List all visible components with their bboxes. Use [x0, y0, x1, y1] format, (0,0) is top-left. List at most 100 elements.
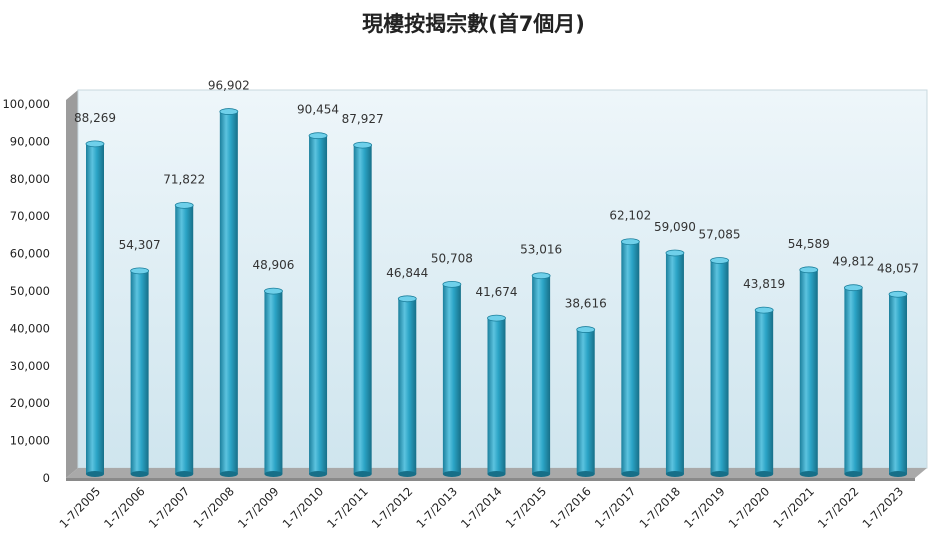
data-label: 59,090 — [654, 220, 696, 234]
bar-base — [889, 471, 907, 477]
x-tick-label: 1-7/2023 — [859, 484, 906, 531]
y-tick-label: 80,000 — [10, 172, 50, 186]
bar-base — [799, 471, 818, 477]
bar-base — [576, 471, 595, 477]
x-tick-label: 1-7/2010 — [280, 484, 327, 531]
data-label: 43,819 — [743, 277, 785, 291]
bar — [398, 298, 417, 474]
x-tick-label: 1-7/2022 — [815, 484, 862, 531]
bar — [353, 145, 372, 474]
bar-base — [264, 471, 283, 477]
bar-base — [130, 471, 149, 477]
bar — [309, 135, 328, 475]
bar-top — [264, 287, 283, 295]
data-label: 54,589 — [788, 237, 830, 251]
x-tick-label: 1-7/2009 — [235, 484, 282, 531]
x-tick-label: 1-7/2017 — [592, 484, 639, 531]
bar-base — [219, 471, 238, 477]
bar — [844, 287, 863, 474]
bar-top — [353, 141, 373, 149]
bar — [487, 318, 506, 474]
data-label: 54,307 — [119, 238, 161, 252]
x-tick-label: 1-7/2015 — [503, 484, 550, 531]
data-label: 88,269 — [74, 111, 116, 125]
data-label: 48,906 — [252, 258, 294, 272]
y-tick-label: 90,000 — [10, 134, 50, 148]
bar — [86, 143, 104, 474]
bar-top — [308, 132, 328, 140]
data-label: 50,708 — [431, 251, 473, 265]
x-tick-label: 1-7/2016 — [547, 484, 594, 531]
y-tick-label: 0 — [43, 471, 50, 485]
data-label: 90,454 — [297, 103, 339, 117]
bar — [710, 260, 729, 474]
x-tick-label: 1-7/2011 — [324, 484, 371, 531]
bar-top — [487, 314, 506, 322]
bar-base — [710, 471, 729, 477]
bar-base — [442, 471, 461, 477]
bar-base — [487, 471, 506, 477]
bar — [130, 270, 149, 474]
bar — [175, 205, 194, 474]
bar-base — [844, 471, 863, 477]
bar — [576, 329, 595, 474]
bar-top — [531, 272, 551, 280]
bar-base — [175, 471, 194, 477]
y-tick-label: 70,000 — [10, 209, 50, 223]
x-tick-label: 1-7/2020 — [726, 484, 773, 531]
data-label: 71,822 — [163, 172, 205, 186]
data-label: 53,016 — [520, 243, 562, 257]
bar-top — [710, 257, 729, 264]
bar-top — [85, 140, 105, 148]
bar-base — [309, 471, 328, 477]
data-label: 46,844 — [386, 266, 428, 280]
floor-edge — [66, 478, 915, 481]
y-tick-label: 10,000 — [10, 434, 50, 448]
bar-top — [799, 266, 819, 274]
x-tick-label: 1-7/2021 — [770, 484, 817, 531]
data-label: 38,616 — [565, 297, 607, 311]
bar-top — [397, 295, 417, 303]
x-tick-label: 1-7/2007 — [146, 484, 193, 531]
bar-base — [665, 471, 684, 477]
bar — [755, 310, 774, 474]
bar-base — [353, 471, 372, 477]
x-tick-label: 1-7/2019 — [681, 484, 728, 531]
y-tick-label: 60,000 — [10, 247, 50, 261]
y-tick-label: 40,000 — [10, 321, 50, 335]
x-tick-label: 1-7/2006 — [101, 484, 148, 531]
x-tick-label: 1-7/2013 — [413, 484, 460, 531]
bar — [621, 241, 640, 474]
bar-base — [398, 471, 417, 477]
side-wall — [66, 90, 78, 478]
x-tick-label: 1-7/2005 — [56, 484, 103, 531]
bar-base — [621, 471, 640, 477]
x-tick-label: 1-7/2012 — [369, 484, 416, 531]
bar-base — [86, 471, 104, 477]
bar — [442, 284, 461, 474]
x-tick-label: 1-7/2008 — [190, 484, 237, 531]
data-label: 57,085 — [699, 228, 741, 242]
bar-top — [843, 284, 863, 292]
bar — [665, 253, 684, 474]
x-tick-label: 1-7/2018 — [636, 484, 683, 531]
bar-top — [130, 267, 150, 275]
y-tick-label: 30,000 — [10, 359, 50, 373]
bar — [264, 291, 283, 474]
x-tick-label: 1-7/2014 — [458, 484, 505, 531]
data-label: 87,927 — [342, 112, 384, 126]
chart-title: 現樓按揭宗數(首7個月) — [362, 12, 585, 36]
bar — [219, 111, 238, 474]
bar-top — [620, 238, 640, 246]
data-label: 62,102 — [609, 209, 651, 223]
bar — [889, 294, 907, 474]
y-tick-label: 50,000 — [10, 284, 50, 298]
bar-top — [576, 326, 596, 333]
y-tick-label: 100,000 — [2, 97, 50, 111]
bar — [532, 275, 551, 474]
data-label: 41,674 — [476, 285, 518, 299]
bar-top — [219, 108, 239, 115]
bar-top — [665, 249, 685, 257]
data-label: 48,057 — [877, 261, 919, 275]
